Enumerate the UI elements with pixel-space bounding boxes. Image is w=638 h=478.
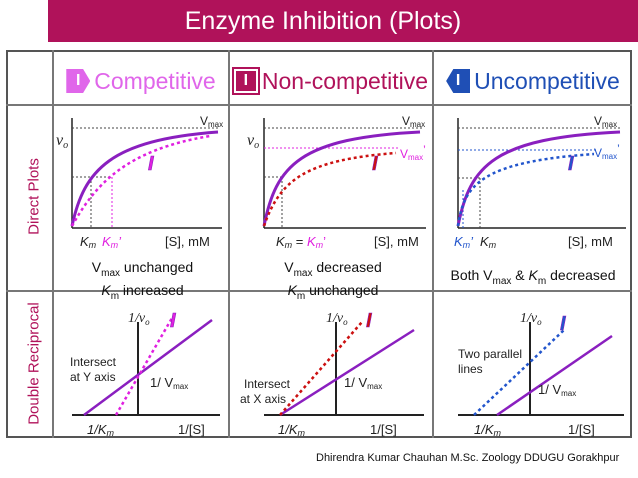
header-noncompetitive: I Non-competitive (230, 62, 432, 100)
uncompetitive-recip-inhibited-line (473, 329, 565, 416)
uncompetitive-vmax-label: Vmax (594, 114, 617, 129)
header-uncompetitive: I Uncompetitive (434, 62, 632, 100)
uncompetitive-uninhibited-curve (456, 130, 621, 227)
row-divider (6, 290, 632, 292)
competitive-inhibited-curve (70, 134, 211, 227)
title-bar: Enzyme Inhibition (Plots) (48, 0, 638, 42)
noncompetitive-km-equation: Km = Km’ (276, 234, 326, 250)
direct-plot-noncompetitive: vo Vmax Vmax’ I Km = Km’ [S], mM (247, 114, 426, 250)
competitive-recip-inhibitor-mark: I (170, 310, 176, 332)
direct-plot-uncompetitive: Vmax Vmax’ I Km’ Km [S], mM (454, 114, 626, 250)
competitive-recip-note: Intersect at Y axis (70, 355, 117, 384)
uncompetitive-recip-y-label: 1/vo (520, 311, 542, 327)
noncompetitive-recip-x-left-label: 1/Km (278, 422, 306, 438)
direct-plot-competitive: vo Vmax I Km Km’ [S], mM (56, 114, 223, 250)
competitive-recip-inhibited-line (114, 317, 174, 416)
noncompetitive-inhibitor-mark: I (372, 153, 378, 175)
row-label-divider (52, 50, 54, 438)
competitive-vo-label: vo (56, 132, 68, 151)
uncompetitive-recip-inhibitor-mark: I (560, 313, 566, 335)
reciprocal-plot-noncompetitive: 1/vo I 1/ Vmax Intersect at X axis 1/Km 1… (240, 310, 424, 438)
noncompetitive-recip-inhibited-line (279, 321, 363, 416)
uncompetitive-inhibited-curve (456, 152, 595, 227)
competitive-summary: Vmax unchanged Km increased (91, 259, 194, 302)
page-title: Enzyme Inhibition (Plots) (184, 6, 462, 35)
noncompetitive-badge-icon: I (231, 67, 260, 95)
uncompetitive-recip-intercept-label: 1/ Vmax (538, 382, 576, 398)
uncompetitive-km-prime-label: Km’ (454, 234, 474, 250)
competitive-uninhibited-curve (70, 130, 219, 227)
footer-credit: Dhirendra Kumar Chauhan M.Sc. Zoology DD… (316, 452, 620, 464)
header-competitive-label: Competitive (94, 67, 216, 94)
noncompetitive-recip-y-label: 1/vo (326, 311, 348, 327)
noncompetitive-summary: Vmax decreased Km unchanged (284, 259, 382, 302)
uncompetitive-recip-note: Two parallel lines (458, 347, 522, 376)
column-divider-2 (432, 50, 434, 438)
competitive-km-label: Km (80, 234, 97, 250)
header-competitive: I Competitive (54, 62, 228, 100)
competitive-inhibitor-mark: I (148, 153, 154, 175)
uncompetitive-vmax-prime-label: Vmax’ (594, 142, 620, 161)
uncompetitive-summary: Both Vmax & Km decreased (450, 267, 616, 287)
header-uncompetitive-label: Uncompetitive (474, 67, 620, 94)
table-frame (6, 50, 632, 438)
uncompetitive-recip-x-right-label: 1/[S] (568, 422, 595, 437)
header-noncompetitive-label: Non-competitive (261, 67, 429, 94)
noncompetitive-uninhibited-curve (262, 130, 421, 227)
noncompetitive-recip-intercept-label: 1/ Vmax (344, 375, 382, 391)
competitive-vmax-label: Vmax (200, 114, 223, 129)
reciprocal-plot-competitive: 1/vo I 1/ Vmax Intersect at Y axis 1/Km 1… (70, 310, 220, 438)
uncompetitive-x-axis-label: [S], mM (568, 234, 613, 249)
reciprocal-plot-uncompetitive: 1/vo I 1/ Vmax Two parallel lines 1/Km 1/… (458, 311, 624, 438)
noncompetitive-x-axis-label: [S], mM (374, 234, 419, 249)
column-divider-1 (228, 50, 230, 438)
noncompetitive-inhibited-curve (262, 151, 397, 227)
competitive-recip-y-label: 1/vo (128, 311, 150, 327)
noncompetitive-recip-uninhibited-line (279, 328, 415, 417)
competitive-recip-uninhibited-line (83, 318, 213, 417)
competitive-recip-x-left-label: 1/Km (87, 422, 115, 438)
header-divider (6, 104, 632, 106)
competitive-recip-intercept-label: 1/ Vmax (150, 375, 188, 391)
noncompetitive-recip-note: Intersect at X axis (240, 377, 291, 406)
uncompetitive-recip-uninhibited-line (496, 334, 613, 417)
noncompetitive-recip-inhibitor-mark: I (366, 310, 372, 332)
noncompetitive-recip-x-right-label: 1/[S] (370, 422, 397, 437)
uncompetitive-km-label: Km (480, 234, 497, 250)
uncompetitive-recip-x-left-label: 1/Km (474, 422, 502, 438)
noncompetitive-vmax-label: Vmax (402, 114, 425, 129)
noncompetitive-vo-label: vo (247, 132, 259, 151)
competitive-recip-x-right-label: 1/[S] (178, 422, 205, 437)
uncompetitive-inhibitor-mark: I (568, 153, 574, 175)
competitive-km-prime-label: Km’ (102, 234, 122, 250)
noncompetitive-vmax-prime-label: Vmax’ (400, 143, 426, 162)
competitive-x-axis-label: [S], mM (165, 234, 210, 249)
